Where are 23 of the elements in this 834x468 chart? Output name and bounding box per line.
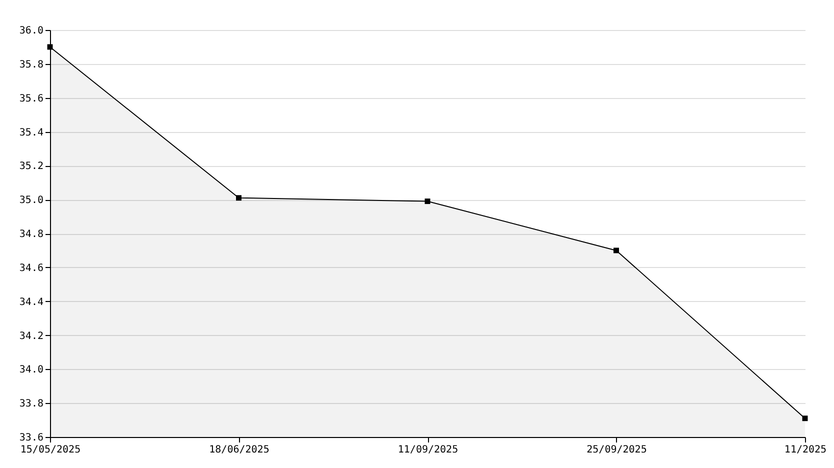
y-tick-label: 33.8 bbox=[19, 398, 44, 410]
y-tick-label: 36.0 bbox=[19, 26, 44, 36]
y-tick-label: 33.6 bbox=[19, 432, 44, 444]
x-tick-label: 18/06/2025 bbox=[209, 444, 270, 456]
x-tick-label: 11/09/2025 bbox=[398, 444, 458, 456]
point bbox=[47, 44, 53, 50]
y-tick-label: 35.2 bbox=[19, 161, 44, 172]
point bbox=[236, 195, 242, 201]
y-tick-label: 35.8 bbox=[19, 59, 44, 70]
point bbox=[802, 416, 808, 422]
y-tick-label: 35.4 bbox=[19, 127, 44, 138]
point bbox=[424, 198, 430, 204]
point bbox=[614, 248, 619, 254]
y-tick-label: 35.6 bbox=[19, 93, 44, 104]
y-tick-label: 35.0 bbox=[19, 195, 44, 206]
x-tick-label: 15/05/2025 bbox=[20, 444, 81, 456]
y-tick-label: 34.2 bbox=[19, 330, 44, 342]
x-tick-label: 11/2025 bbox=[784, 444, 827, 456]
x-tick-label: 25/09/2025 bbox=[586, 444, 647, 456]
y-tick-label: 34.8 bbox=[19, 229, 44, 240]
y-tick-label: 34.4 bbox=[19, 296, 44, 308]
y-tick-label: 34.0 bbox=[19, 364, 44, 376]
y-tick-label: 34.6 bbox=[19, 262, 44, 274]
